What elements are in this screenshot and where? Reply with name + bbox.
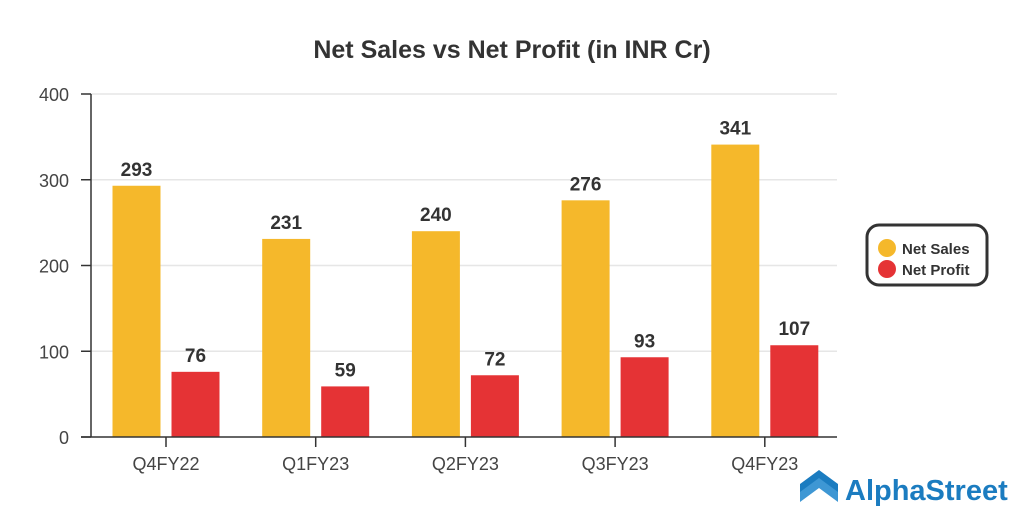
x-tick-label: Q3FY23 xyxy=(582,454,649,474)
x-tick-label: Q4FY23 xyxy=(731,454,798,474)
y-tick-label: 200 xyxy=(39,257,69,277)
alphastreet-logo: AlphaStreet xyxy=(800,470,1008,507)
y-tick-label: 0 xyxy=(59,428,69,448)
chart-title: Net Sales vs Net Profit (in INR Cr) xyxy=(313,36,710,64)
data-label: 59 xyxy=(335,360,356,381)
legend-marker-net-profit xyxy=(878,260,896,278)
x-tick-label: Q2FY23 xyxy=(432,454,499,474)
logo-text: AlphaStreet xyxy=(845,475,1008,507)
y-tick-label: 100 xyxy=(39,342,69,362)
bar-net-sales xyxy=(561,200,610,437)
data-label: 76 xyxy=(185,346,206,367)
y-tick-label: 400 xyxy=(39,85,69,105)
data-label: 276 xyxy=(570,174,602,195)
logo-chevron-icon xyxy=(800,470,838,502)
data-label: 231 xyxy=(270,213,302,234)
data-label: 93 xyxy=(634,331,655,352)
y-tick-label: 300 xyxy=(39,171,69,191)
bar-net-sales xyxy=(262,238,311,437)
x-tick-label: Q1FY23 xyxy=(282,454,349,474)
bar-net-sales xyxy=(711,144,760,437)
data-label: 107 xyxy=(778,319,810,340)
bar-net-profit xyxy=(470,375,519,437)
bar-net-sales xyxy=(411,231,460,437)
x-tick-label: Q4FY22 xyxy=(132,454,199,474)
data-label: 240 xyxy=(420,205,452,226)
data-label: 72 xyxy=(484,349,505,370)
data-label: 341 xyxy=(719,119,751,140)
legend-label-net-sales: Net Sales xyxy=(902,241,970,258)
legend-label-net-profit: Net Profit xyxy=(902,262,970,279)
bar-net-profit xyxy=(770,345,819,437)
bar-net-profit xyxy=(321,386,370,437)
bar-net-profit xyxy=(171,371,220,437)
legend-marker-net-sales xyxy=(878,239,896,257)
bar-net-profit xyxy=(620,357,669,437)
data-label: 293 xyxy=(121,160,153,181)
legend: Net Sales Net Profit xyxy=(865,223,989,287)
bar-net-sales xyxy=(112,185,161,437)
